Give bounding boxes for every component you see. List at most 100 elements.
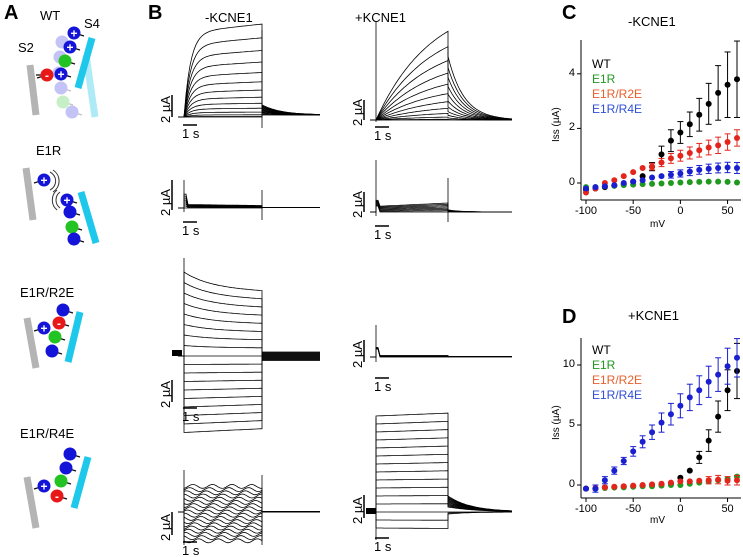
side-chain-stick — [60, 87, 72, 92]
data-point — [724, 477, 731, 484]
data-point — [649, 481, 656, 488]
r2-residue: + — [63, 40, 81, 55]
data-point — [724, 164, 731, 171]
legend-entry: E1R — [592, 358, 616, 372]
data-point — [705, 165, 712, 172]
data-point — [677, 402, 684, 409]
col-minus-kcne1-title: -KCNE1 — [205, 10, 253, 25]
e1r-r2e-trace — [178, 355, 320, 433]
residue-circle — [56, 95, 70, 109]
residue-circle — [59, 461, 73, 475]
data-point — [696, 111, 703, 118]
data-point — [649, 429, 656, 436]
data-point — [686, 149, 693, 156]
ghost-residue — [56, 95, 74, 109]
plus-charge-glyph: + — [40, 480, 47, 494]
r1-residue: + — [60, 193, 78, 208]
data-point — [734, 477, 740, 484]
e1r-r2e-trace — [178, 355, 320, 416]
r1-residue: + — [67, 26, 85, 41]
r4-residue — [45, 344, 63, 358]
data-point — [677, 129, 684, 136]
e1r-r2e-trace — [178, 355, 320, 365]
holding-current — [366, 508, 376, 514]
data-point — [705, 437, 712, 444]
s4-helix — [74, 37, 96, 89]
col-plus-kcne1-title: +KCNE1 — [355, 10, 406, 25]
e1r-r2e-trace — [178, 292, 320, 357]
e1r-r2e-trace — [178, 355, 320, 425]
plus-charge-glyph: + — [40, 322, 47, 336]
time-scale-label: 1 s — [182, 409, 200, 424]
data-point — [639, 177, 646, 184]
ghost-residue — [54, 81, 72, 95]
chart-title: +KCNE1 — [628, 308, 679, 323]
data-point — [667, 155, 674, 162]
data-point — [696, 454, 703, 461]
q3-residue — [48, 330, 66, 344]
x-tick-label: -50 — [625, 205, 642, 217]
time-scale-label: 1 s — [374, 539, 392, 554]
residue-circle — [60, 193, 74, 207]
data-point — [658, 173, 665, 180]
minus-charge-glyph: - — [45, 69, 49, 83]
data-point — [658, 180, 665, 187]
e1r-residue: + — [33, 479, 51, 494]
s2-helix — [26, 64, 40, 116]
data-point — [715, 164, 722, 171]
q3-residue — [54, 474, 72, 488]
residue-circle — [50, 489, 64, 503]
data-point — [677, 478, 684, 485]
data-point — [705, 178, 712, 185]
minus-charge-glyph: - — [57, 317, 61, 331]
e1r-residue: + — [33, 321, 51, 336]
data-point — [667, 171, 674, 178]
s2-helix — [23, 476, 40, 529]
repulsion-arc — [55, 191, 61, 209]
s2-helix — [23, 317, 40, 369]
x-tick-label: -100 — [574, 205, 598, 217]
r2e-residue: - — [52, 316, 70, 331]
voltage-sensor-diagrams: -++++++ -+- — [22, 26, 100, 529]
legend-entry: E1R/R2E — [592, 373, 643, 387]
y-tick-label: 5 — [568, 418, 575, 430]
legend-entry: E1R/R4E — [592, 388, 643, 402]
e1r-r2e-trace — [178, 355, 320, 408]
y-tick-label: 0 — [568, 176, 575, 188]
x-tick-label: -100 — [574, 503, 598, 515]
s2-negative-residue: - — [36, 68, 54, 83]
data-point — [715, 142, 722, 149]
data-point — [611, 483, 618, 490]
side-chain-stick — [62, 101, 74, 106]
e1r-r2e-trace — [178, 345, 320, 357]
residue-circle — [56, 303, 70, 317]
s2-helix — [22, 167, 37, 221]
e1r-r2e-trace — [178, 313, 320, 357]
q3-residue — [58, 54, 76, 68]
data-point — [705, 378, 712, 385]
s4-helix — [64, 311, 84, 363]
residue-circle — [63, 40, 77, 54]
plus-charge-glyph: + — [63, 194, 70, 208]
x-axis-label: mV — [650, 219, 665, 230]
panel-a-letter: A — [4, 2, 19, 24]
repulsion-arc — [52, 169, 60, 193]
data-point — [649, 180, 656, 187]
data-point — [658, 151, 665, 158]
data-point — [667, 411, 674, 418]
plus-charge-glyph: + — [70, 27, 77, 41]
plus-charge-glyph: + — [57, 68, 64, 82]
wt-kcne1-trace — [370, 46, 513, 121]
e1r-r4e-label: E1R/R4E — [20, 426, 75, 441]
e1r-kcne1-trace — [370, 199, 512, 213]
panel-d-letter: D — [562, 306, 577, 328]
residue-circle — [67, 26, 81, 40]
data-point — [601, 477, 608, 484]
y-tick-label: 2 — [568, 121, 575, 134]
residue-circle — [67, 232, 81, 246]
r2-residue — [59, 461, 77, 475]
data-point — [734, 134, 740, 141]
residue-circle — [54, 81, 68, 95]
data-point — [649, 163, 656, 170]
